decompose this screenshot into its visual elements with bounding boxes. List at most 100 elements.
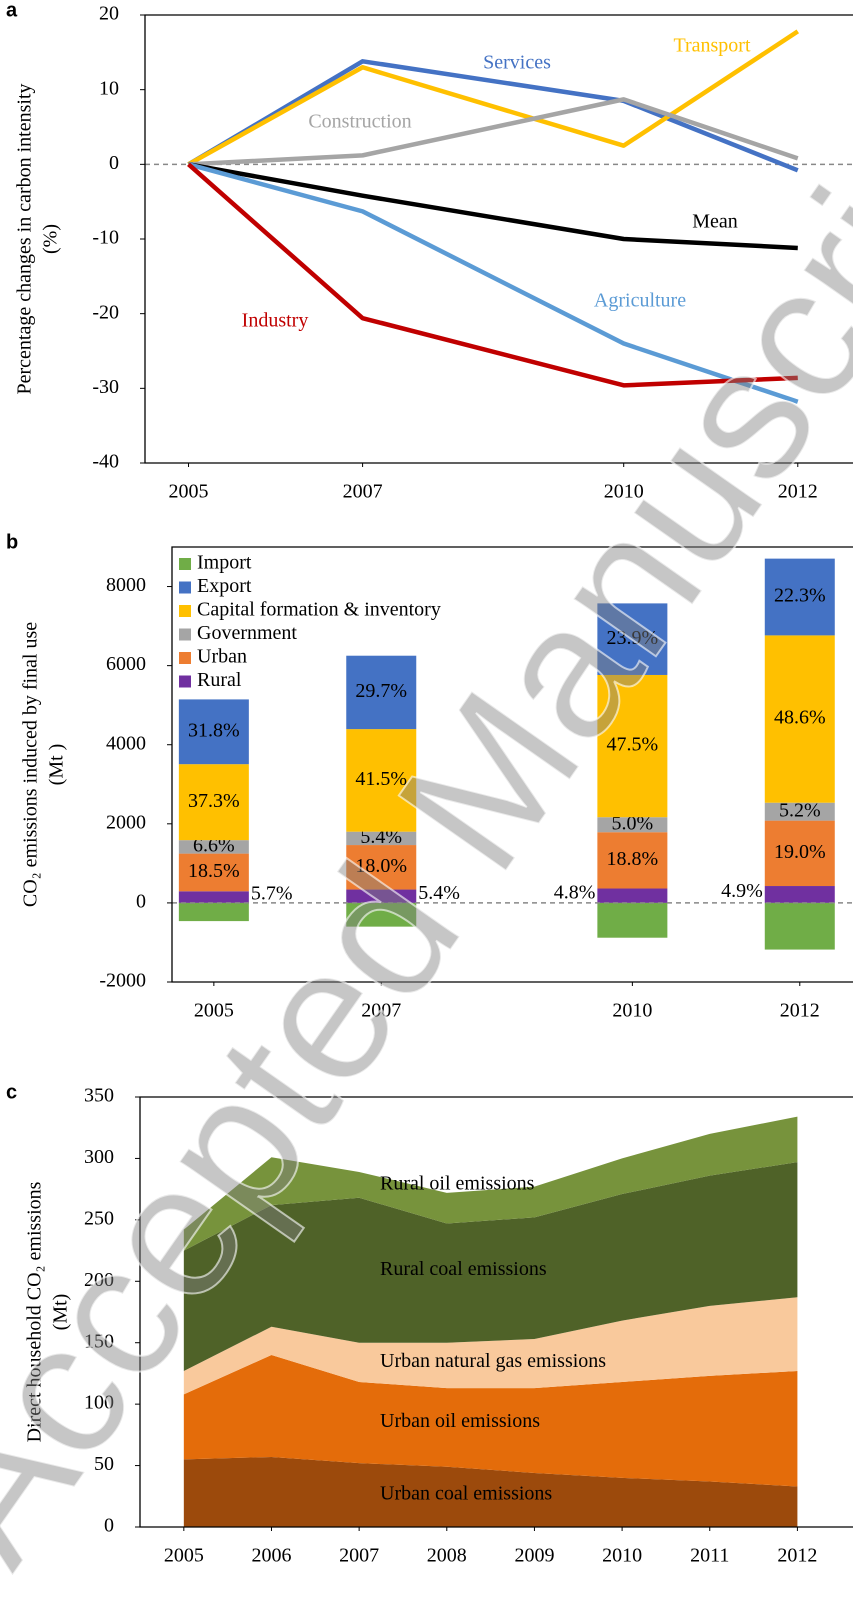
y-tick-label: 300: [84, 1146, 114, 1168]
x-tick-label: 2010: [612, 1000, 652, 1022]
bar-segment: [597, 603, 668, 675]
x-tick-label: 2009: [514, 1545, 554, 1567]
y-tick-label: -2000: [99, 970, 146, 992]
share-label: 31.8%: [188, 719, 240, 741]
legend-swatch: [179, 652, 191, 664]
bar-segment: [346, 845, 417, 890]
line-series: [187, 162, 799, 404]
x-tick-label: 2007: [339, 1545, 379, 1567]
chart-c: c Direct household CO₂ emissions (Mt) 0 50 10…: [6, 1081, 853, 1567]
y-axis-label: CO₂ emissions induced by final use: [20, 622, 42, 907]
area-label: Rural oil emissions: [380, 1172, 535, 1194]
bar-segment: [346, 902, 417, 927]
y-tick-label: -10: [92, 227, 119, 249]
x-tick-label: 2005: [164, 1545, 204, 1567]
share-label: 22.3%: [774, 585, 826, 607]
line-series: [188, 162, 798, 251]
share-label: 4.9%: [721, 880, 763, 902]
plot-area: Urban coal emissions Urban oil emissions U…: [183, 1116, 798, 1527]
legend-swatch: [179, 628, 191, 641]
area-series: [183, 1297, 798, 1395]
plot-area: Services Transport Construction Mean Agricul…: [145, 29, 853, 404]
legend-label: Export: [197, 575, 252, 597]
bar-segment: [764, 802, 835, 821]
chart-a: a Percentage changes in carbon intensity(…: [6, 0, 853, 503]
y-axis-label: Percentage changes in carbon intensity: [14, 84, 36, 395]
x-tick-label: 2008: [427, 1545, 467, 1567]
bar-segment: [597, 902, 668, 938]
share-label: 37.3%: [188, 790, 240, 812]
x-tick-label: 2005: [169, 481, 209, 503]
x-tick-label: 2007: [361, 1000, 401, 1022]
y-tick-label: 0: [104, 1515, 114, 1537]
bar-segment: [597, 888, 668, 903]
panel-letter: c: [6, 1081, 17, 1103]
line-series: [187, 162, 798, 388]
share-label: 5.4%: [418, 882, 460, 904]
y-axis-label: (%): [40, 224, 62, 254]
legend-swatch: [179, 605, 191, 617]
bar-segment: [346, 889, 417, 903]
series-label: Mean: [692, 211, 738, 233]
area-series: [183, 1456, 798, 1527]
bar-segment: [178, 902, 249, 922]
bar-segment: [764, 820, 835, 887]
bar-segment: [178, 891, 249, 903]
x-tick-label: 2005: [194, 1000, 234, 1022]
y-tick-label: 2000: [106, 811, 146, 833]
legend-swatch: [179, 581, 191, 594]
share-label: 18.5%: [188, 860, 240, 882]
area-label: Rural coal emissions: [380, 1258, 547, 1280]
area-label: Urban coal emissions: [380, 1483, 552, 1505]
y-tick-label: 250: [84, 1207, 114, 1229]
series-label: Services: [483, 52, 551, 74]
bar-segment: [178, 764, 249, 841]
share-label: 29.7%: [355, 680, 407, 702]
x-tick-label: 2011: [690, 1545, 729, 1567]
x-tick-label: 2010: [602, 1545, 642, 1567]
x-tick-label: 2012: [778, 481, 818, 503]
line-series: [187, 59, 799, 173]
bar-segment: [346, 655, 417, 730]
legend-label: Rural: [197, 669, 242, 691]
y-tick-label: 6000: [106, 653, 146, 675]
area-series: [183, 1162, 798, 1371]
bar-segment: [597, 832, 668, 889]
area-series: [183, 1116, 798, 1251]
share-label: 23.9%: [607, 627, 659, 649]
share-label: 48.6%: [774, 707, 826, 729]
y-tick-label: -20: [92, 301, 119, 323]
plot-frame: [144, 14, 853, 464]
y-tick-label: -30: [92, 376, 119, 398]
plot-area: 5.7%18.5%6.6%37.3%31.8%5.4%18.0%5.4%41.5…: [172, 558, 853, 950]
line-series: [188, 97, 799, 167]
y-tick-label: 100: [84, 1392, 114, 1414]
y-axis-label: Direct household CO₂ emissions: [24, 1181, 46, 1442]
x-tick-label: 2006: [251, 1545, 291, 1567]
bar-segment: [597, 817, 668, 833]
y-tick-label: 20: [99, 3, 119, 25]
share-label: 19.0%: [774, 841, 826, 863]
bar-segment: [178, 699, 249, 765]
legend-swatch: [179, 675, 191, 688]
share-label: 18.0%: [355, 855, 407, 877]
line-series: [187, 29, 800, 167]
y-tick-label: 10: [99, 77, 119, 99]
series-label: Construction: [308, 111, 411, 133]
y-tick-label: 8000: [106, 574, 146, 596]
bar-segment: [764, 558, 835, 636]
area-label: Urban natural gas emissions: [380, 1350, 606, 1372]
panel-letter: a: [6, 0, 18, 21]
bar-segment: [764, 886, 835, 903]
area-series: [183, 1355, 798, 1487]
share-label: 4.8%: [554, 881, 596, 903]
x-tick-label: 2012: [777, 1545, 817, 1567]
share-label: 5.0%: [612, 812, 654, 834]
legend-label: Urban: [197, 646, 247, 668]
y-tick-label: 50: [94, 1453, 114, 1475]
series-label: Industry: [242, 310, 309, 332]
x-tick-label: 2010: [604, 481, 644, 503]
legend-label: Government: [197, 622, 297, 644]
